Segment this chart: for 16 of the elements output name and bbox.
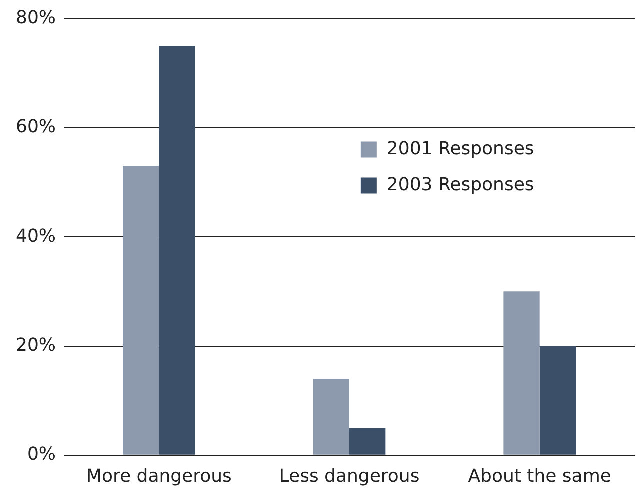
bar: [159, 46, 196, 455]
x-tick-label: Less dangerous: [279, 466, 420, 487]
bar: [123, 166, 160, 455]
x-tick-label: About the same: [468, 466, 612, 487]
y-tick-label: 0%: [27, 444, 56, 466]
y-tick-label: 40%: [16, 226, 56, 247]
bar: [540, 346, 576, 455]
y-tick-label: 80%: [16, 7, 56, 28]
bar: [504, 292, 540, 455]
legend-label: 2003 Responses: [386, 174, 534, 196]
legend-label: 2001 Responses: [386, 138, 534, 160]
y-tick-label: 20%: [16, 334, 56, 356]
y-tick-label: 60%: [16, 116, 56, 138]
bar: [350, 428, 386, 455]
x-tick-label: More dangerous: [86, 466, 232, 487]
bar: [313, 378, 350, 455]
